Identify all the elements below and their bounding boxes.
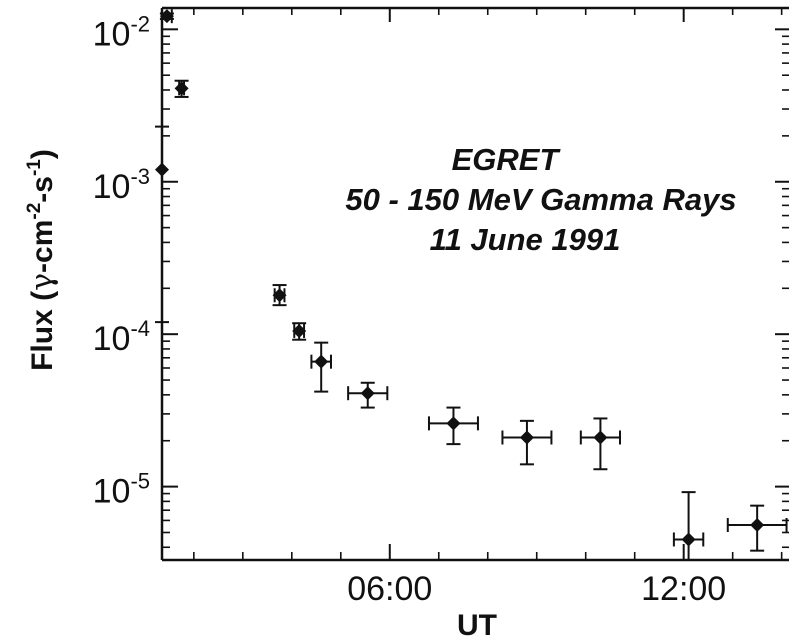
data-point — [310, 341, 332, 393]
data-point — [159, 9, 174, 24]
data-point — [427, 406, 479, 446]
data-points — [155, 9, 788, 561]
data-marker — [519, 430, 534, 445]
data-point — [272, 284, 287, 307]
y-title-s: -s — [26, 176, 59, 203]
data-marker — [272, 288, 287, 303]
y-axis-title: Flux (γ-cm-2-s-1) — [24, 149, 60, 371]
data-marker — [593, 430, 608, 445]
y-tick-label: 10-3 — [93, 164, 150, 206]
data-marker — [174, 81, 189, 96]
y-title-suffix: ) — [26, 149, 59, 159]
data-point — [347, 381, 389, 409]
data-point — [672, 491, 705, 561]
y-tick-exponent: -5 — [130, 469, 150, 494]
y-title-cm: -cm — [26, 220, 59, 273]
data-marker — [446, 416, 461, 431]
y-title-gamma: γ — [25, 273, 60, 291]
data-point — [726, 504, 788, 552]
y-tick-label: 10-2 — [93, 11, 150, 53]
y-tick-base: 10 — [93, 168, 131, 206]
y-tick-label: 10-4 — [93, 316, 150, 358]
x-axis-title: UT — [457, 609, 497, 639]
data-marker — [360, 386, 375, 401]
y-tick-base: 10 — [93, 15, 131, 53]
data-point — [174, 79, 189, 98]
y-title-s-exp: -1 — [24, 159, 45, 176]
data-marker — [159, 9, 174, 24]
x-tick-label: 12:00 — [641, 570, 726, 608]
data-marker — [681, 532, 696, 547]
data-marker — [314, 354, 329, 369]
data-point — [292, 322, 307, 341]
data-marker — [155, 162, 169, 177]
annotation-line-3: 11 June 1991 — [430, 222, 621, 257]
annotation-line-2: 50 - 150 MeV Gamma Rays — [345, 182, 736, 217]
y-tick-label: 10-5 — [93, 469, 150, 511]
data-marker — [292, 323, 307, 338]
y-title-prefix: Flux ( — [26, 291, 59, 371]
y-tick-base: 10 — [93, 473, 131, 511]
data-point — [155, 125, 169, 324]
data-point — [579, 417, 622, 471]
y-tick-exponent: -4 — [130, 316, 150, 341]
plot-frame — [160, 6, 789, 562]
annotation-line-1: EGRET — [452, 142, 562, 177]
data-marker — [750, 517, 765, 532]
axis-ticks: 10-510-410-310-206:00 12:00 — [93, 8, 789, 608]
x-tick-label: 06:00 — [347, 570, 432, 608]
y-tick-exponent: -2 — [130, 11, 150, 36]
y-tick-base: 10 — [93, 320, 131, 358]
data-point — [501, 419, 553, 466]
y-tick-exponent: -3 — [130, 164, 150, 189]
y-title-cm-exp: -2 — [24, 203, 45, 220]
